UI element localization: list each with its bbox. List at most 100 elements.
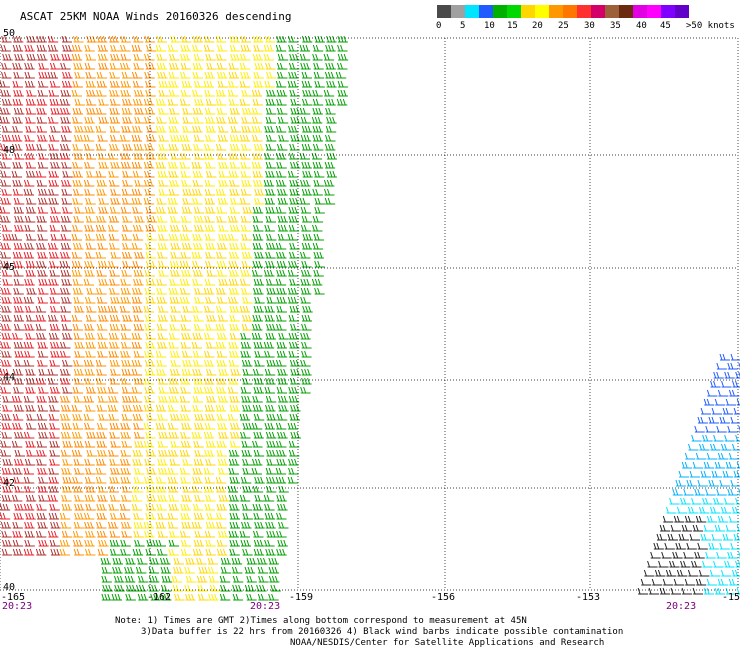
wind-barb bbox=[109, 548, 121, 556]
wind-barb bbox=[180, 431, 191, 439]
wind-barb bbox=[0, 161, 11, 169]
wind-barb bbox=[160, 566, 172, 574]
wind-barb bbox=[725, 524, 737, 532]
wind-barb bbox=[289, 89, 300, 97]
wind-barb bbox=[728, 578, 740, 586]
wind-barb bbox=[156, 296, 168, 304]
wind-barb bbox=[709, 569, 721, 577]
wind-barb bbox=[155, 161, 167, 169]
wind-barb bbox=[132, 224, 144, 232]
wind-barb bbox=[61, 296, 72, 304]
wind-barb bbox=[312, 134, 324, 142]
wind-barb bbox=[702, 560, 713, 568]
lon-label: -159 bbox=[289, 592, 313, 603]
wind-barb bbox=[122, 143, 133, 151]
colorbar-segment bbox=[633, 5, 647, 18]
wind-barb bbox=[647, 560, 658, 568]
wind-barb bbox=[38, 476, 49, 484]
wind-barb bbox=[137, 575, 149, 583]
wind-barb bbox=[706, 515, 718, 523]
wind-barb bbox=[301, 269, 312, 277]
wind-barb bbox=[49, 449, 60, 457]
wind-barb bbox=[314, 35, 325, 43]
wind-barb bbox=[14, 224, 25, 232]
wind-barb bbox=[228, 62, 240, 70]
wind-barb bbox=[240, 431, 251, 439]
wind-barb bbox=[264, 35, 276, 43]
wind-barb bbox=[95, 170, 107, 178]
wind-barb bbox=[23, 395, 35, 403]
wind-barb bbox=[170, 314, 181, 322]
wind-barb bbox=[192, 269, 204, 277]
wind-barb bbox=[47, 368, 59, 376]
wind-barb bbox=[35, 548, 47, 556]
wind-barb bbox=[251, 269, 263, 277]
wind-barb bbox=[158, 89, 169, 97]
wind-barb bbox=[191, 485, 203, 493]
wind-barb bbox=[276, 548, 287, 556]
wind-barb bbox=[312, 161, 324, 169]
wind-barb bbox=[252, 53, 264, 61]
wind-barb bbox=[192, 89, 203, 97]
wind-barb bbox=[98, 62, 109, 70]
wind-barb bbox=[119, 305, 131, 313]
wind-barb bbox=[204, 449, 215, 457]
wind-barb bbox=[110, 512, 121, 520]
wind-barb bbox=[216, 449, 228, 457]
wind-barb bbox=[301, 314, 313, 322]
wind-barb bbox=[95, 107, 107, 115]
wind-barb bbox=[101, 566, 113, 574]
wind-barb bbox=[276, 89, 288, 97]
wind-barb bbox=[12, 539, 24, 547]
wind-barb bbox=[182, 125, 193, 133]
wind-barb bbox=[218, 125, 229, 133]
wind-barb bbox=[62, 44, 73, 52]
wind-barb bbox=[120, 287, 132, 295]
lon-label: -150 bbox=[722, 592, 740, 603]
wind-barb bbox=[709, 506, 721, 514]
wind-barb bbox=[180, 89, 192, 97]
wind-barb bbox=[47, 314, 59, 322]
wind-barb bbox=[229, 521, 241, 529]
wind-barb bbox=[98, 98, 109, 106]
wind-barb bbox=[168, 143, 179, 151]
wind-barb bbox=[120, 548, 131, 556]
wind-barb bbox=[266, 449, 277, 457]
wind-barb bbox=[1, 125, 13, 133]
wind-barb bbox=[24, 215, 36, 223]
wind-barb bbox=[240, 332, 251, 340]
time-label: 20:23 bbox=[250, 601, 280, 612]
wind-barb bbox=[265, 62, 276, 70]
wind-barb bbox=[110, 188, 121, 196]
wind-barb bbox=[146, 413, 157, 421]
wind-barb bbox=[25, 512, 36, 520]
wind-barb bbox=[157, 170, 168, 178]
wind-barb bbox=[109, 116, 121, 124]
wind-barb bbox=[120, 467, 131, 475]
wind-barb bbox=[300, 287, 312, 295]
wind-barb bbox=[59, 260, 71, 268]
wind-barb bbox=[169, 278, 180, 286]
wind-barb bbox=[83, 395, 95, 403]
wind-barb bbox=[72, 161, 83, 169]
wind-barb bbox=[228, 71, 240, 79]
wind-barb bbox=[120, 296, 131, 304]
wind-barb bbox=[216, 548, 228, 556]
wind-barb bbox=[325, 107, 336, 115]
wind-barb bbox=[110, 251, 121, 259]
wind-barb bbox=[97, 44, 109, 52]
wind-barb bbox=[1, 431, 12, 439]
wind-barb bbox=[194, 296, 205, 304]
wind-barb bbox=[676, 506, 688, 514]
wind-barb bbox=[312, 53, 323, 61]
wind-barb bbox=[61, 323, 73, 331]
wind-barb bbox=[0, 368, 11, 376]
wind-barb bbox=[25, 377, 37, 385]
wind-barb bbox=[203, 80, 215, 88]
wind-barb bbox=[276, 287, 287, 295]
wind-barb bbox=[724, 497, 735, 505]
wind-barb bbox=[131, 332, 143, 340]
wind-barb bbox=[120, 44, 131, 52]
colorbar-segment bbox=[549, 5, 563, 18]
wind-barb bbox=[264, 125, 275, 133]
